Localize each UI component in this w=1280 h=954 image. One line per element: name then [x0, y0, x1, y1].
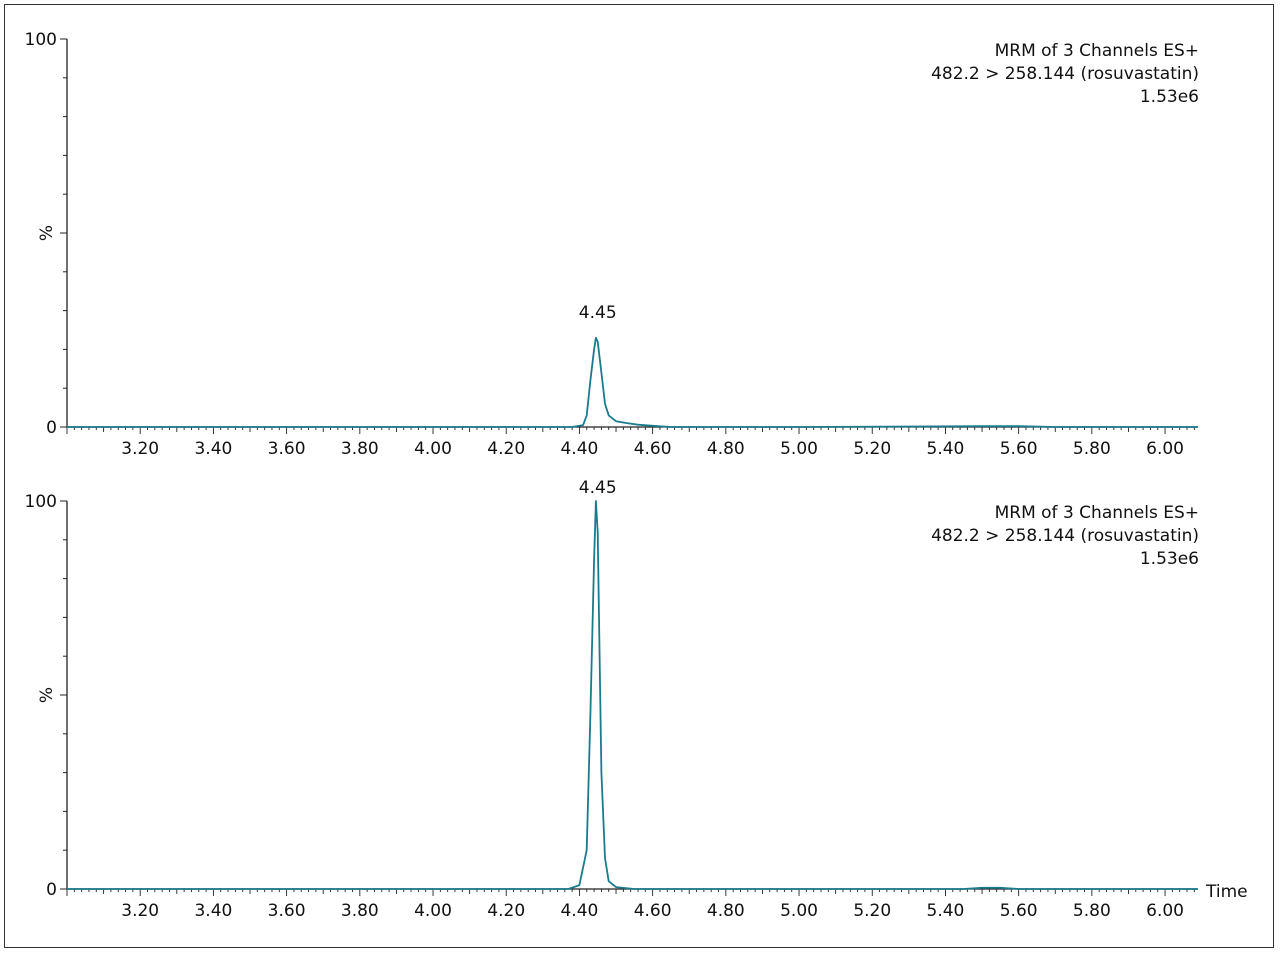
peak-retention-label: 4.45	[579, 303, 617, 323]
trace-info-line: 1.53e6	[1140, 87, 1199, 107]
chromatogram-panel-1: 100 0% 3.20 3.40 3.60 3.80 4.00 4.20 4.40 4.60 4.8…	[25, 30, 1199, 459]
x-tick-label: 3.40	[194, 439, 232, 459]
x-tick-label: 3.60	[268, 901, 306, 921]
x-tick-label: 4.00	[414, 901, 452, 921]
trace-info-line: MRM of 3 Channels ES+	[995, 41, 1199, 61]
x-tick-label: 4.80	[707, 439, 745, 459]
x-axis-label: Time	[1205, 882, 1248, 902]
x-tick-label: 3.20	[121, 439, 159, 459]
chromatogram-trace	[67, 500, 1198, 890]
trace-info-line: 1.53e6	[1140, 549, 1199, 569]
y-tick-label: 0	[46, 418, 57, 438]
x-tick-label: 4.60	[634, 439, 672, 459]
y-axis-label: %	[37, 687, 57, 703]
trace-info-line: 482.2 > 258.144 (rosuvastatin)	[931, 64, 1199, 84]
y-tick-label: 0	[46, 880, 57, 900]
x-tick-label: 3.60	[268, 439, 306, 459]
peak-retention-label: 4.45	[579, 478, 617, 498]
y-axis-label: %	[37, 225, 57, 241]
x-tick-label: 6.00	[1146, 439, 1184, 459]
x-tick-label: 4.00	[414, 439, 452, 459]
x-tick-label: 3.20	[121, 901, 159, 921]
chromatogram-frame	[4, 4, 1274, 948]
chromatogram-trace	[67, 336, 1198, 428]
x-tick-label: 4.20	[487, 439, 525, 459]
x-tick-label: 4.80	[707, 901, 745, 921]
x-tick-label: 3.80	[341, 901, 379, 921]
trace-info-line: MRM of 3 Channels ES+	[995, 503, 1199, 523]
x-tick-label: 4.60	[634, 901, 672, 921]
x-tick-label: 5.80	[1073, 901, 1111, 921]
y-tick-label: 100	[25, 30, 57, 50]
x-tick-label: 4.40	[560, 439, 598, 459]
x-tick-label: 5.40	[927, 439, 965, 459]
x-tick-label: 5.20	[853, 439, 891, 459]
chromatogram-panel-2: 100 0% 3.20 3.40 3.60 3.80 4.00 4.20 4.40 4.60 4.8…	[25, 478, 1248, 921]
x-tick-label: 5.60	[1000, 901, 1038, 921]
x-tick-label: 6.00	[1146, 901, 1184, 921]
x-tick-label: 5.40	[927, 901, 965, 921]
y-tick-label: 100	[25, 492, 57, 512]
x-tick-label: 5.00	[780, 901, 818, 921]
x-tick-label: 5.00	[780, 439, 818, 459]
x-tick-label: 5.60	[1000, 439, 1038, 459]
trace-info-line: 482.2 > 258.144 (rosuvastatin)	[931, 526, 1199, 546]
x-tick-label: 5.20	[853, 901, 891, 921]
x-tick-label: 5.80	[1073, 439, 1111, 459]
x-tick-label: 4.40	[560, 901, 598, 921]
x-tick-label: 4.20	[487, 901, 525, 921]
x-tick-label: 3.80	[341, 439, 379, 459]
x-tick-label: 3.40	[194, 901, 232, 921]
